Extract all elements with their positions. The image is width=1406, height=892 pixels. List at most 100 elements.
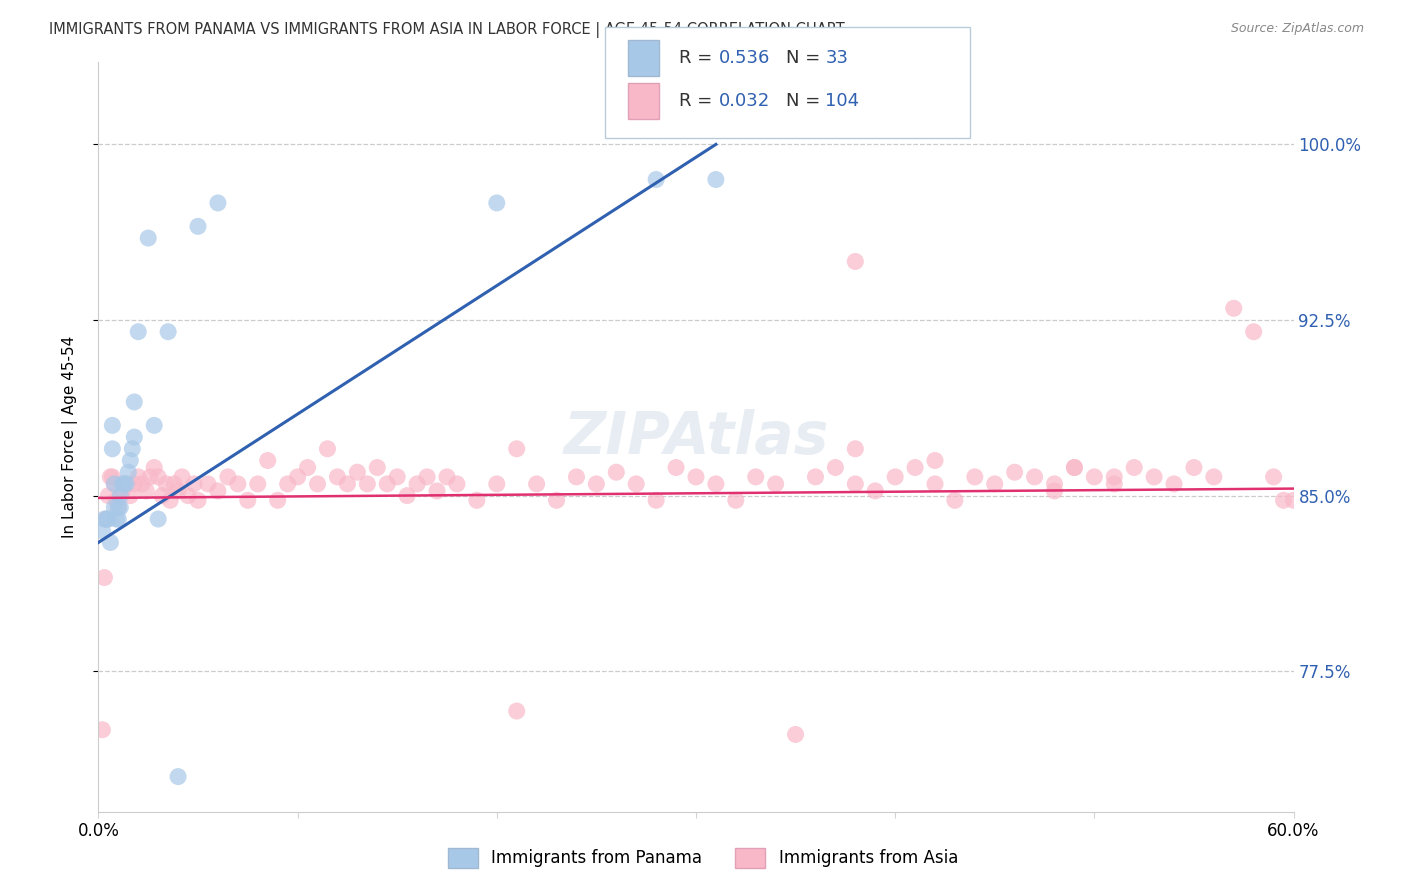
Point	[143, 418, 166, 433]
Point	[605, 465, 627, 479]
Point	[1004, 465, 1026, 479]
Text: R =: R =	[679, 49, 718, 67]
Point	[148, 470, 170, 484]
Point	[1182, 460, 1205, 475]
Point	[446, 476, 468, 491]
Point	[111, 483, 134, 498]
Point	[103, 476, 125, 491]
Point	[943, 493, 966, 508]
Text: IMMIGRANTS FROM PANAMA VS IMMIGRANTS FROM ASIA IN LABOR FORCE | AGE 45-54 CORREL: IMMIGRANTS FROM PANAMA VS IMMIGRANTS FRO…	[49, 22, 845, 38]
Point	[150, 489, 173, 503]
Point	[1143, 470, 1166, 484]
Point	[105, 493, 128, 508]
Legend: Immigrants from Panama, Immigrants from Asia: Immigrants from Panama, Immigrants from …	[441, 841, 965, 875]
Point	[316, 442, 339, 456]
Point	[136, 231, 159, 245]
Point	[1104, 470, 1126, 484]
Point	[97, 512, 120, 526]
Text: R =: R =	[679, 92, 718, 110]
Point	[111, 476, 134, 491]
Point	[824, 460, 846, 475]
Text: 0.032: 0.032	[718, 92, 769, 110]
Point	[93, 571, 115, 585]
Point	[1104, 476, 1126, 491]
Point	[187, 493, 209, 508]
Point	[924, 453, 946, 467]
Point	[183, 476, 205, 491]
Point	[406, 476, 429, 491]
Point	[1043, 483, 1066, 498]
Point	[110, 489, 132, 503]
Point	[546, 493, 568, 508]
Point	[127, 470, 149, 484]
Point	[105, 512, 128, 526]
Point	[626, 476, 648, 491]
Text: Source: ZipAtlas.com: Source: ZipAtlas.com	[1230, 22, 1364, 36]
Text: N =: N =	[786, 49, 825, 67]
Point	[844, 254, 866, 268]
Point	[884, 470, 907, 484]
Point	[506, 442, 529, 456]
Point	[115, 476, 138, 491]
Point	[124, 395, 146, 409]
Point	[326, 470, 349, 484]
Text: 104: 104	[825, 92, 859, 110]
Point	[844, 442, 866, 456]
Point	[267, 493, 290, 508]
Point	[1043, 476, 1066, 491]
Point	[375, 476, 398, 491]
Point	[1083, 470, 1105, 484]
Point	[177, 489, 200, 503]
Point	[685, 470, 707, 484]
Point	[127, 325, 149, 339]
Point	[167, 770, 190, 784]
Point	[396, 489, 419, 503]
Point	[1024, 470, 1046, 484]
Point	[91, 524, 114, 538]
Point	[1223, 301, 1246, 316]
Point	[1243, 325, 1265, 339]
Point	[172, 470, 194, 484]
Point	[1263, 470, 1285, 484]
Point	[124, 430, 146, 444]
Point	[155, 476, 177, 491]
Point	[226, 476, 249, 491]
Text: N =: N =	[786, 92, 825, 110]
Point	[984, 476, 1007, 491]
Point	[163, 476, 186, 491]
Point	[436, 470, 458, 484]
Text: 33: 33	[825, 49, 848, 67]
Point	[1163, 476, 1185, 491]
Point	[207, 483, 229, 498]
Point	[256, 453, 278, 467]
Point	[585, 476, 607, 491]
Point	[485, 195, 508, 210]
Point	[356, 476, 378, 491]
Point	[724, 493, 747, 508]
Point	[904, 460, 927, 475]
Point	[98, 470, 122, 484]
Point	[135, 483, 157, 498]
Text: 0.536: 0.536	[718, 49, 770, 67]
Point	[665, 460, 688, 475]
Text: ZIPAtlas: ZIPAtlas	[564, 409, 828, 466]
Point	[506, 704, 529, 718]
Point	[426, 483, 449, 498]
Point	[101, 442, 124, 456]
Point	[98, 535, 122, 549]
Point	[844, 476, 866, 491]
Point	[93, 512, 115, 526]
Point	[112, 476, 135, 491]
Point	[287, 470, 309, 484]
Point	[110, 500, 132, 515]
Point	[526, 476, 548, 491]
Point	[465, 493, 488, 508]
Point	[148, 512, 170, 526]
Point	[277, 476, 299, 491]
Point	[143, 460, 166, 475]
Point	[385, 470, 409, 484]
Point	[120, 489, 142, 503]
Point	[704, 172, 727, 186]
Point	[236, 493, 259, 508]
Point	[91, 723, 114, 737]
